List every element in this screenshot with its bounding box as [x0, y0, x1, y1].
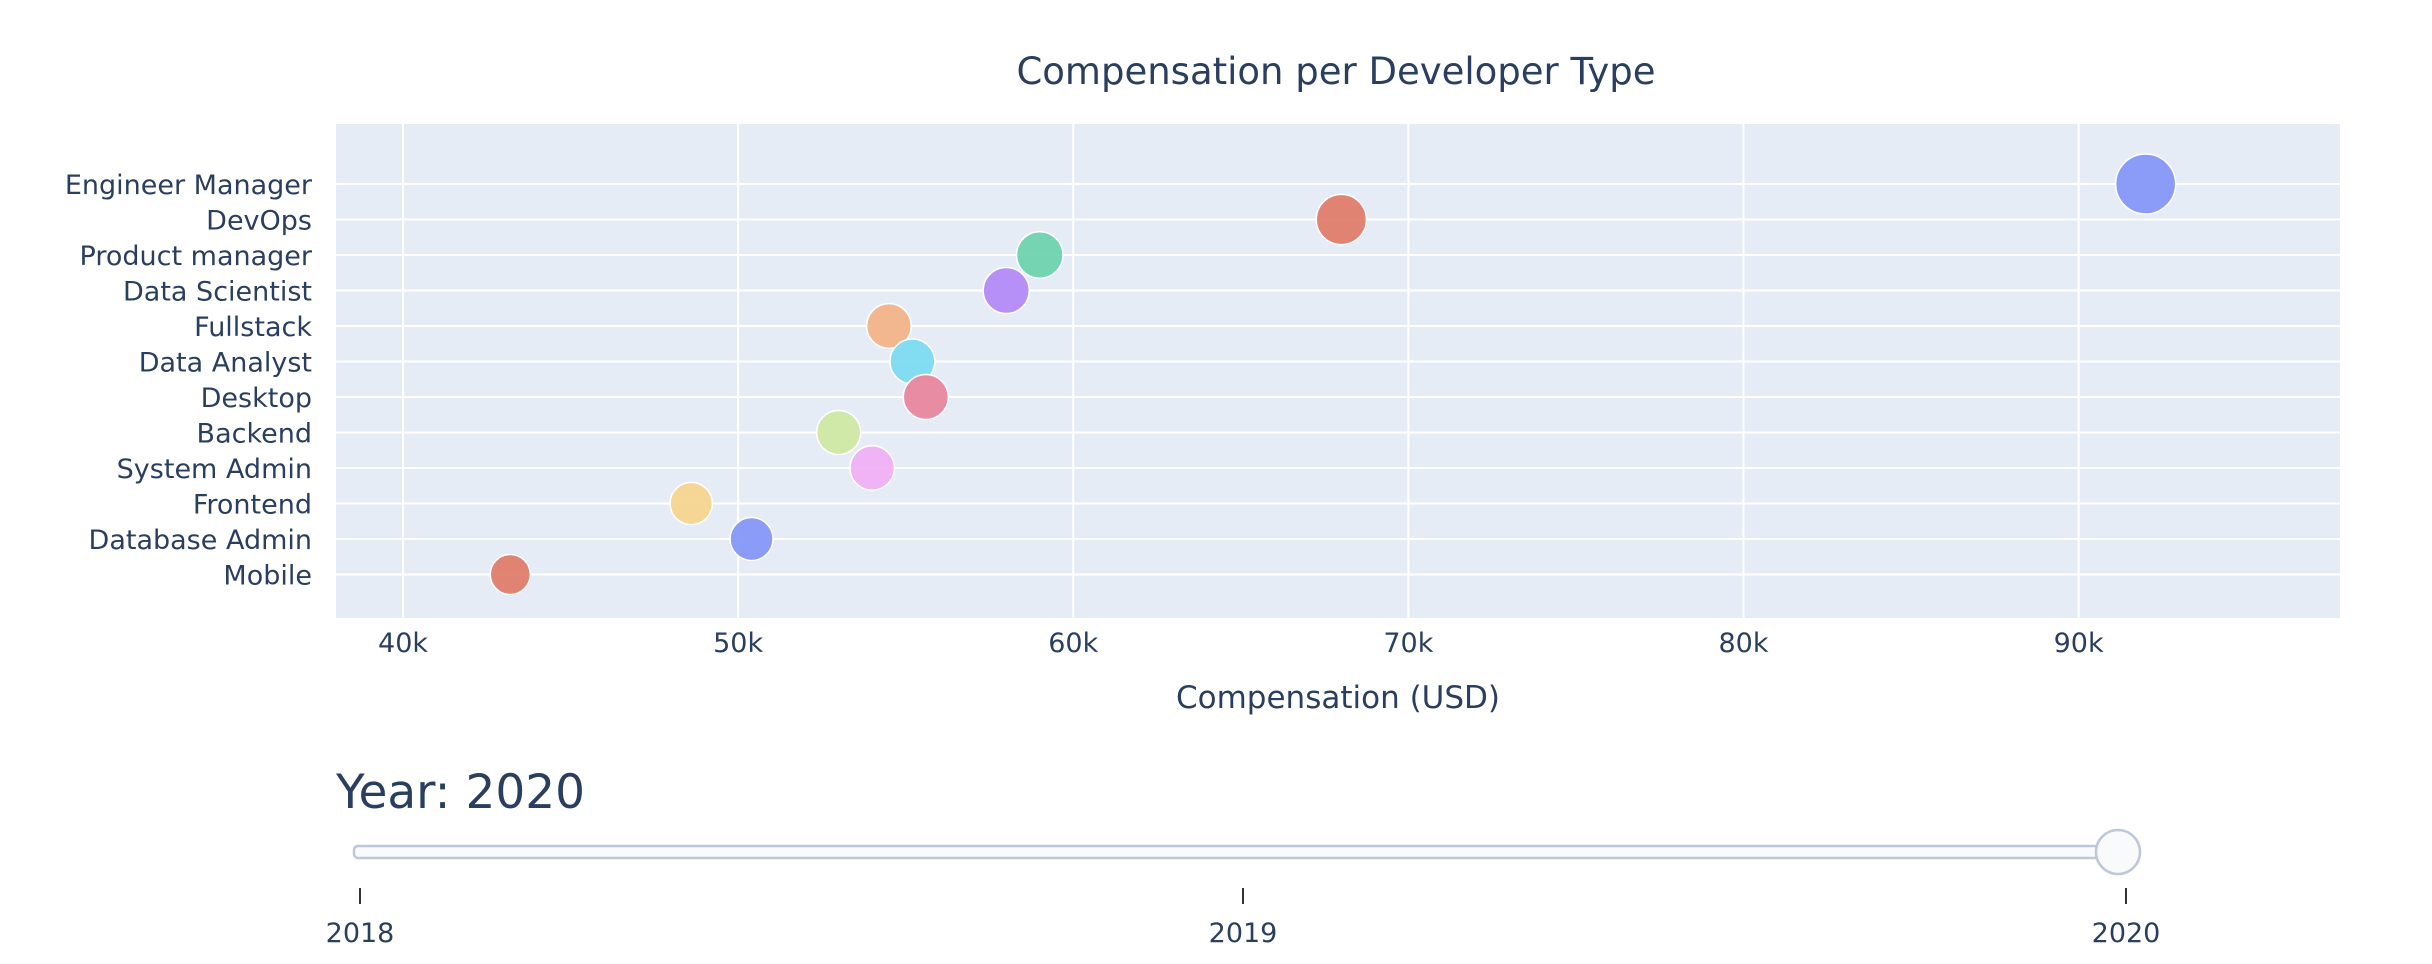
slider-rail[interactable]: [352, 844, 2122, 860]
slider-step-label[interactable]: 2018: [326, 918, 395, 949]
data-markers[interactable]: [489, 153, 2177, 596]
y-tick-label: Engineer Manager: [65, 170, 313, 201]
y-tick-label: Desktop: [201, 383, 312, 414]
slider-handle[interactable]: [2094, 828, 2142, 876]
y-tick-label: Fullstack: [194, 312, 312, 343]
data-point[interactable]: [815, 409, 862, 456]
x-axis-tick-labels: 40k 50k 60k 70k 80k 90k: [378, 628, 2104, 659]
data-point[interactable]: [902, 373, 950, 421]
data-point[interactable]: [2114, 153, 2177, 215]
data-point[interactable]: [489, 553, 532, 596]
y-tick-label: Frontend: [193, 490, 312, 521]
vertical-gridlines: [402, 124, 2080, 618]
x-tick-label: 90k: [2054, 628, 2104, 659]
y-axis-tick-labels: Engineer Manager DevOps Product manager Dat…: [65, 170, 313, 592]
y-tick-label: Data Scientist: [123, 277, 312, 308]
data-point[interactable]: [1315, 193, 1368, 246]
y-tick-label: Database Admin: [89, 525, 312, 556]
x-tick-label: 60k: [1048, 628, 1098, 659]
slider-current-value: Year: 2020: [335, 765, 585, 820]
chart-title: Compensation per Developer Type: [1016, 50, 1655, 93]
x-tick-label: 70k: [1383, 628, 1433, 659]
y-tick-label: Backend: [197, 419, 312, 450]
data-point[interactable]: [729, 516, 774, 562]
data-point[interactable]: [669, 481, 714, 526]
x-tick-label: 40k: [378, 628, 428, 659]
x-axis-title: Compensation (USD): [1176, 680, 1500, 716]
y-tick-label: System Admin: [117, 454, 312, 485]
slider-steps: 2018 2019 2020: [326, 888, 2161, 949]
slider-step-label[interactable]: 2020: [2092, 918, 2161, 949]
x-tick-label: 50k: [713, 628, 763, 659]
slider-step-label[interactable]: 2019: [1209, 918, 1278, 949]
data-point[interactable]: [865, 302, 913, 350]
x-tick-label: 80k: [1718, 628, 1768, 659]
y-tick-label: Data Analyst: [139, 348, 312, 379]
y-tick-label: Mobile: [223, 561, 312, 592]
data-point[interactable]: [982, 266, 1031, 315]
data-point[interactable]: [1015, 231, 1064, 279]
y-tick-label: Product manager: [80, 241, 313, 272]
y-tick-label: DevOps: [206, 206, 312, 237]
data-point[interactable]: [849, 445, 896, 491]
